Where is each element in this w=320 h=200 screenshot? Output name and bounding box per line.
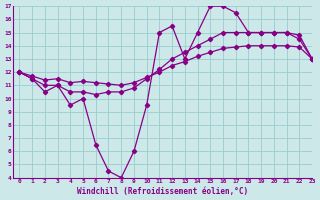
X-axis label: Windchill (Refroidissement éolien,°C): Windchill (Refroidissement éolien,°C) <box>77 187 248 196</box>
